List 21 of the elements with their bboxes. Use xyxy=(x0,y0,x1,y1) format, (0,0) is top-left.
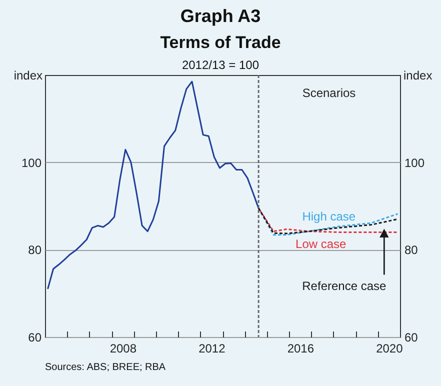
text: 2012/13 = 100 xyxy=(182,58,260,72)
text: Reference case xyxy=(302,278,387,293)
x-tick-label: 2016 xyxy=(287,342,314,356)
source-note: Sources: ABS; BREE; RBA xyxy=(45,362,166,373)
y-tick-label: 100 xyxy=(21,156,42,170)
annotation: Scenarios xyxy=(302,86,356,100)
y2-tick-label: 60 xyxy=(404,330,418,344)
y2-tick-label: 80 xyxy=(404,243,418,258)
x-tick-label: 2012 xyxy=(198,342,226,356)
y-axis-title: index xyxy=(14,68,42,82)
chart-subtitle: Terms of Trade xyxy=(159,33,282,53)
y-tick-label: 60 xyxy=(28,330,42,344)
y2-axis-title: index xyxy=(404,68,432,82)
line-series xyxy=(47,80,260,290)
y2-tick-label: 100 xyxy=(404,156,425,170)
series-label: High case xyxy=(302,210,356,224)
x-tick-label: 2008 xyxy=(110,342,137,356)
chart-title: Graph A3 xyxy=(179,6,262,27)
series-label: Low case xyxy=(296,237,347,252)
y-tick-label: 80 xyxy=(28,243,42,258)
x-tick-label: 2020 xyxy=(376,342,404,356)
